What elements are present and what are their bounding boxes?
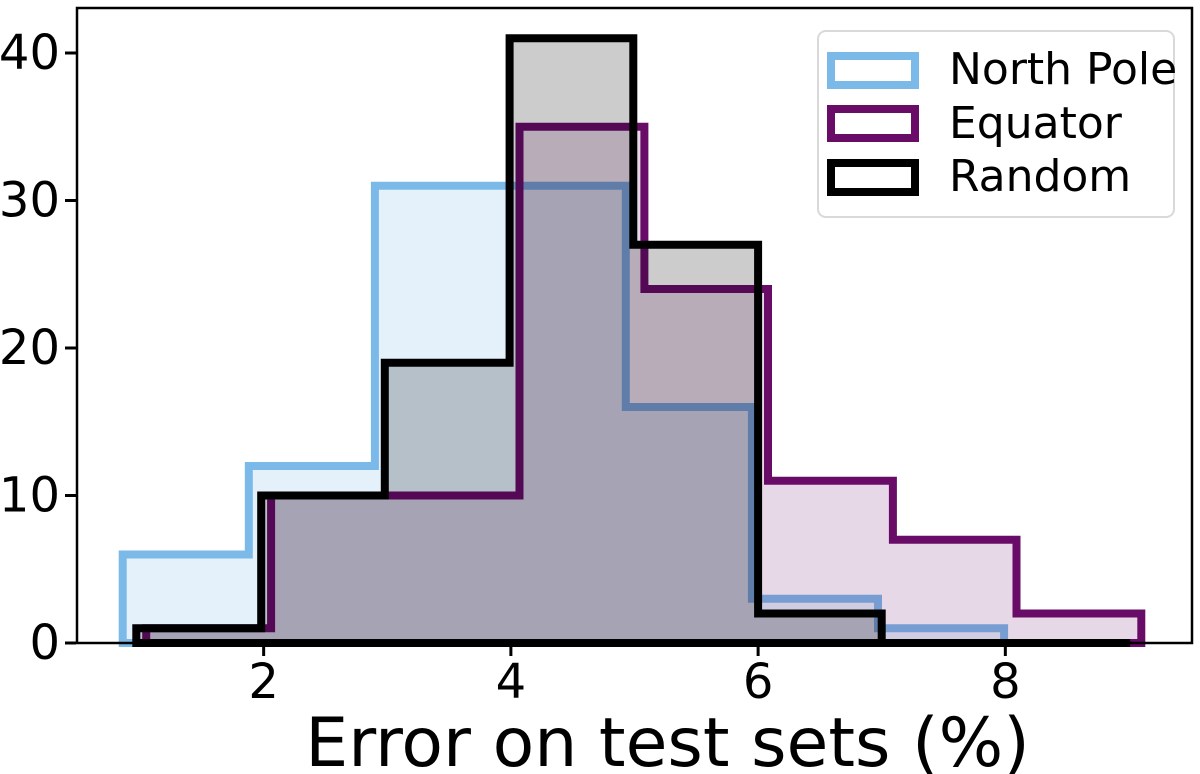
legend-item-random: Random [827, 151, 1159, 203]
x-tick-label: 6 [743, 654, 774, 710]
x-tick-label: 4 [496, 654, 527, 710]
y-tick-label: 10 [0, 467, 60, 523]
axes-spines [75, 6, 1194, 645]
x-tick-label: 8 [990, 654, 1021, 710]
equator-swatch-icon [827, 105, 919, 142]
y-tick-label: 40 [0, 25, 60, 81]
legend-item-north-pole: North Pole [827, 44, 1177, 96]
x-tick-label: 2 [248, 654, 279, 710]
y-tick-label: 30 [0, 172, 60, 228]
legend: North Pole Equator Random [817, 30, 1177, 218]
north-pole-swatch-icon [827, 51, 919, 89]
y-tick-label: 0 [29, 615, 60, 671]
histogram-fill-random [136, 38, 1131, 643]
legend-label-equator: Equator [949, 97, 1122, 149]
legend-item-equator: Equator [827, 98, 1159, 150]
histogram-fill-north-pole [122, 185, 1129, 643]
histogram-outline-north-pole [118, 181, 1129, 647]
y-tick-label: 20 [0, 320, 60, 376]
legend-label-random: Random [949, 151, 1132, 202]
histogram-outline-equator [142, 122, 1146, 647]
x-axis-label: Error on test sets (%) [305, 704, 1030, 774]
random-swatch-icon [827, 158, 919, 196]
legend-label-north-pole: North Pole [949, 44, 1178, 95]
